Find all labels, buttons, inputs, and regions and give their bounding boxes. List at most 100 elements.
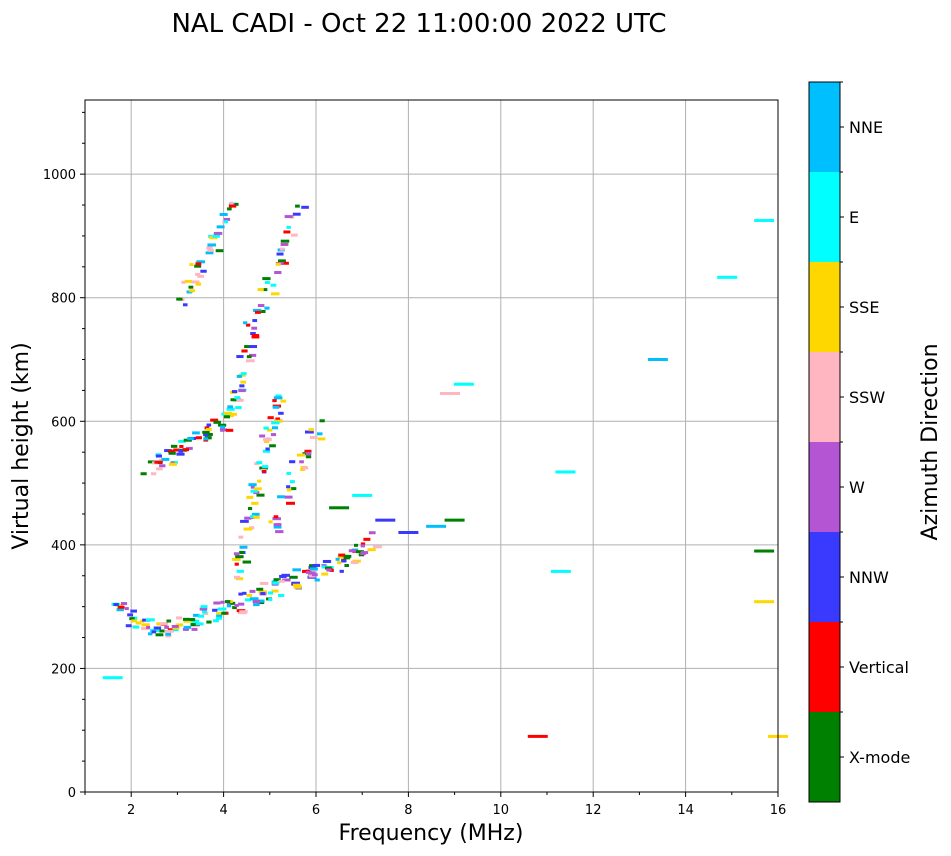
echo-mark xyxy=(341,559,347,563)
echo-mark xyxy=(304,449,312,453)
echo-mark xyxy=(223,220,229,224)
colorbar-label: X-mode xyxy=(849,748,910,767)
echo-mark xyxy=(262,449,271,453)
echo-mark xyxy=(232,606,237,610)
echo-mark xyxy=(233,552,240,556)
echo-mark xyxy=(249,345,258,349)
echo-mark xyxy=(289,480,295,484)
x-tick-label: 10 xyxy=(493,803,510,818)
x-tick-label: 4 xyxy=(219,803,227,818)
echo-mark xyxy=(195,282,202,286)
echo-mark xyxy=(268,597,273,601)
echo-mark xyxy=(259,581,269,585)
echo-mark xyxy=(426,524,447,528)
y-tick-label: 200 xyxy=(51,662,76,677)
echo-mark xyxy=(326,568,332,572)
echo-mark xyxy=(242,560,252,564)
echo-mark xyxy=(189,263,194,267)
echo-mark xyxy=(305,570,312,574)
echo-mark xyxy=(273,523,282,527)
echo-mark xyxy=(299,460,304,464)
echo-mark xyxy=(256,493,265,497)
echo-mark xyxy=(278,411,284,415)
echo-mark xyxy=(368,531,376,535)
echo-mark xyxy=(165,632,172,636)
echo-mark xyxy=(344,554,352,558)
echo-mark xyxy=(280,239,290,243)
echo-mark xyxy=(250,485,255,489)
colorbar-swatch-sse xyxy=(809,262,840,352)
echo-mark xyxy=(256,461,263,465)
echo-mark xyxy=(289,460,296,464)
echo-mark xyxy=(237,602,245,606)
y-axis-ticks: 0 200 400 600 800 1000 xyxy=(43,111,85,801)
echo-mark xyxy=(192,431,200,435)
echo-mark xyxy=(145,618,155,622)
echo-mark xyxy=(263,438,272,442)
echo-mark xyxy=(125,624,132,628)
echo-mark xyxy=(225,428,234,432)
echo-mark xyxy=(197,274,205,278)
echo-mark xyxy=(367,548,376,552)
echo-mark xyxy=(336,561,342,565)
echo-mark xyxy=(717,275,738,279)
echo-mark xyxy=(212,234,220,238)
colorbar-title: Azimuth Direction xyxy=(918,343,943,540)
colorbar-label: NNW xyxy=(849,568,889,587)
echo-mark xyxy=(301,205,309,209)
echo-mark xyxy=(226,604,232,608)
echo-mark xyxy=(244,598,252,602)
echo-mark xyxy=(275,417,281,421)
echo-mark xyxy=(176,616,183,620)
echo-mark xyxy=(182,448,190,452)
echo-mark xyxy=(188,285,194,289)
echo-mark xyxy=(266,428,273,432)
echo-mark xyxy=(280,399,287,403)
echo-mark xyxy=(234,396,241,400)
echo-mark xyxy=(167,628,175,632)
echo-mark xyxy=(140,626,150,630)
echo-mark xyxy=(233,575,241,579)
colorbar-label: W xyxy=(849,478,865,497)
x-tick-label: 6 xyxy=(312,803,320,818)
echo-mark xyxy=(292,583,302,587)
echo-mark xyxy=(256,587,264,591)
colorbar-swatch-e xyxy=(809,172,840,262)
echo-mark xyxy=(250,489,258,493)
echo-mark xyxy=(754,218,775,222)
echo-mark xyxy=(215,616,223,620)
echo-mark xyxy=(272,405,280,409)
echo-mark xyxy=(276,252,284,256)
echo-mark xyxy=(229,201,234,205)
echo-mark xyxy=(168,451,176,455)
echo-mark xyxy=(350,561,359,565)
chart-title: NAL CADI - Oct 22 11:00:00 2022 UTC xyxy=(171,9,666,39)
echo-mark xyxy=(305,455,312,459)
echo-mark xyxy=(348,549,357,553)
echo-mark xyxy=(234,202,239,206)
echo-mark xyxy=(127,613,134,617)
echo-mark xyxy=(246,593,253,597)
colorbar: X-mode Vertical NNW W SSW SSE E NNE xyxy=(808,81,910,803)
echo-mark xyxy=(156,622,163,626)
echo-mark xyxy=(216,612,223,616)
echo-mark xyxy=(155,454,163,458)
data-marks xyxy=(102,201,788,738)
echo-mark xyxy=(273,396,283,400)
echo-mark xyxy=(291,581,301,585)
echo-mark xyxy=(113,603,119,607)
echo-mark xyxy=(167,449,175,453)
y-axis-label: Virtual height (km) xyxy=(9,342,34,549)
echo-mark xyxy=(372,545,382,549)
echo-mark xyxy=(261,288,268,292)
echo-mark xyxy=(216,225,225,229)
echo-mark xyxy=(181,280,186,284)
echo-mark xyxy=(314,578,320,582)
colorbar-label: E xyxy=(849,208,859,227)
echo-mark xyxy=(227,405,233,409)
echo-mark xyxy=(310,567,318,571)
echo-mark xyxy=(300,467,306,471)
echo-mark xyxy=(204,426,210,430)
echo-mark xyxy=(286,488,292,492)
